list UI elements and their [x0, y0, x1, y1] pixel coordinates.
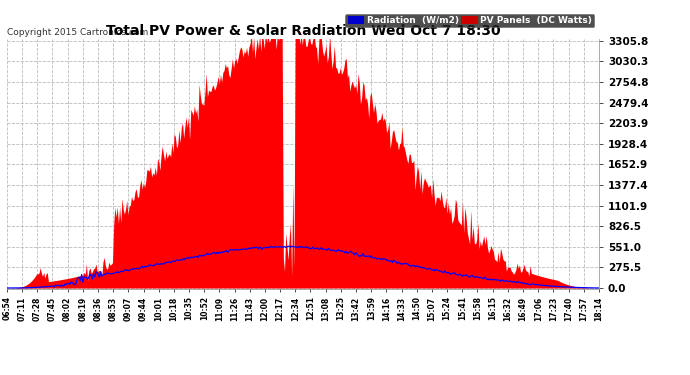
Title: Total PV Power & Solar Radiation Wed Oct 7 18:30: Total PV Power & Solar Radiation Wed Oct…: [106, 24, 500, 38]
Text: Copyright 2015 Cartronics.com: Copyright 2015 Cartronics.com: [7, 28, 148, 37]
Legend: Radiation  (W/m2), PV Panels  (DC Watts): Radiation (W/m2), PV Panels (DC Watts): [346, 14, 594, 27]
